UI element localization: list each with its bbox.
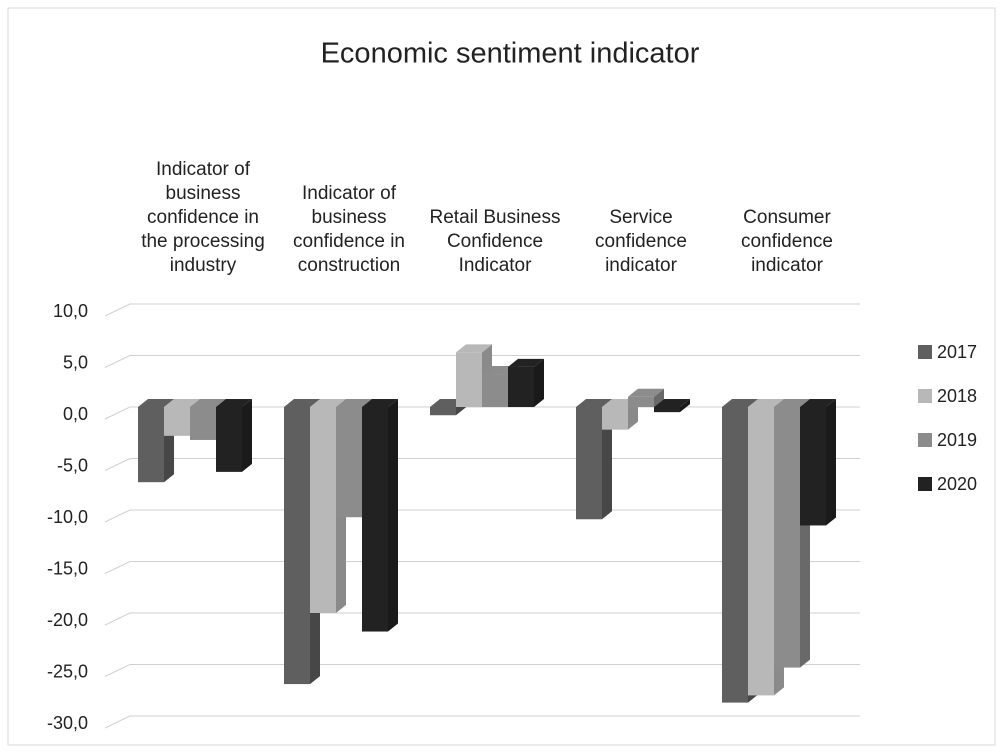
y-tick-label: 10,0 — [53, 301, 88, 321]
legend-label: 2018 — [937, 386, 977, 406]
category-label: Consumer confidence indicator — [741, 207, 833, 276]
bar-side — [534, 358, 544, 407]
bar — [800, 407, 826, 526]
bar — [774, 407, 800, 668]
grid-line — [104, 406, 131, 420]
bar — [628, 396, 654, 407]
y-tick-label: -10,0 — [47, 507, 88, 527]
bar-top — [800, 399, 836, 407]
y-tick-label: -30,0 — [47, 713, 88, 733]
y-tick-label: 5,0 — [63, 352, 88, 372]
bar-side — [242, 399, 252, 472]
bar — [482, 374, 508, 407]
y-tick-label: -25,0 — [47, 661, 88, 681]
legend-swatch — [918, 477, 932, 491]
chart-title: Economic sentiment indicator — [321, 38, 700, 70]
bar — [190, 407, 216, 440]
bar — [576, 407, 602, 520]
bar-top — [774, 399, 810, 407]
legend-label: 2019 — [937, 430, 977, 450]
bar-top — [138, 399, 174, 407]
grid-line — [104, 612, 131, 626]
grid-line — [104, 561, 131, 574]
bar — [654, 407, 680, 413]
bar — [508, 366, 534, 407]
bar-top — [362, 399, 398, 407]
bar — [336, 407, 362, 518]
bar-top — [190, 399, 226, 407]
bar-side — [826, 399, 836, 526]
bar — [362, 407, 388, 632]
y-tick-label: -15,0 — [47, 558, 88, 578]
bar — [138, 407, 164, 483]
bar — [748, 407, 774, 696]
bar-top — [722, 399, 758, 407]
bar-side — [654, 388, 664, 407]
legend-swatch — [918, 433, 932, 447]
bar — [310, 407, 336, 613]
bar-side — [388, 399, 398, 632]
grid-line — [104, 458, 131, 471]
bar-top — [508, 358, 544, 367]
grid-line — [104, 303, 131, 317]
bar — [722, 407, 748, 703]
category-label: Indicator of business confidence in the … — [141, 159, 265, 276]
bar-top — [748, 399, 784, 407]
bar-top — [216, 399, 252, 407]
bar — [284, 407, 310, 685]
bar-top — [456, 344, 492, 353]
bar — [216, 407, 242, 472]
bar — [602, 407, 628, 430]
bar — [456, 352, 482, 407]
category-label: Service confidence indicator — [595, 207, 687, 276]
legend-label: 2017 — [937, 342, 977, 362]
legend-swatch — [918, 345, 932, 359]
bar — [430, 407, 456, 416]
y-tick-label: -5,0 — [57, 455, 88, 475]
grid-line — [104, 715, 131, 729]
grid-line — [104, 664, 131, 677]
chart-border — [7, 7, 996, 746]
bar-top — [336, 399, 372, 407]
bar — [164, 407, 190, 436]
category-label: Retail Business Confidence Indicator — [429, 207, 561, 276]
bar-top — [628, 388, 664, 397]
y-tick-label: 0,0 — [63, 404, 88, 424]
y-tick-label: -20,0 — [47, 610, 88, 630]
category-label: Indicator of business confidence in cons… — [293, 183, 405, 276]
bar-side — [680, 399, 690, 413]
grid-line — [104, 509, 131, 523]
bar-top — [164, 399, 200, 407]
bar-top — [310, 399, 346, 407]
legend-label: 2020 — [937, 474, 977, 494]
bar-top — [654, 399, 690, 407]
grid-line — [104, 355, 131, 368]
bar-top — [284, 399, 320, 407]
bar-top — [576, 399, 612, 407]
legend-swatch — [918, 389, 932, 403]
